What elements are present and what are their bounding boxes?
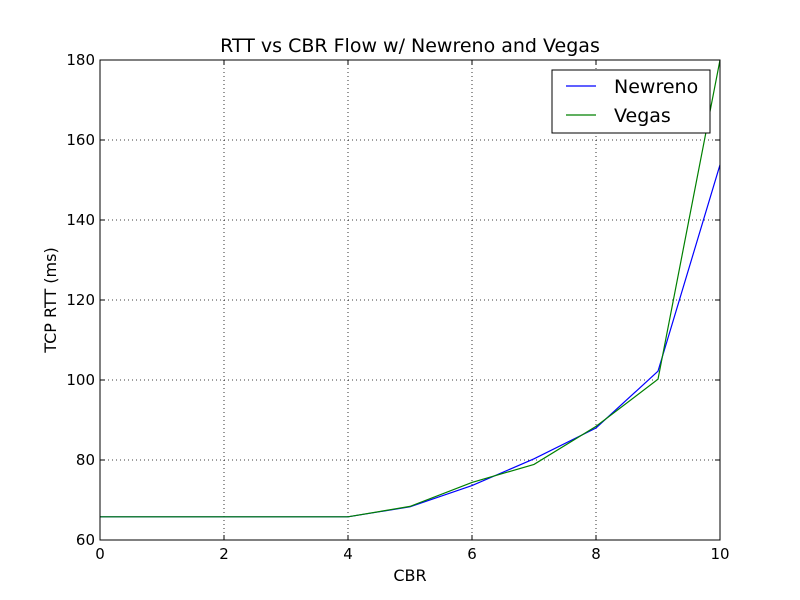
legend-label-newreno: Newreno (614, 76, 698, 98)
y-tick-label: 140 (66, 211, 95, 229)
x-tick-label: 10 (710, 545, 729, 563)
x-tick-label: 6 (467, 545, 477, 563)
y-axis-label: TCP RTT (ms) (41, 247, 60, 353)
y-tick-label: 80 (76, 451, 95, 469)
y-tick-label: 60 (76, 531, 95, 549)
series-line-newreno (100, 164, 721, 518)
axis-ticks: 0 2 4 6 8 10 60 80 100 120 140 160 180 (66, 51, 729, 563)
x-tick-label: 2 (219, 545, 229, 563)
series-layer (100, 59, 721, 518)
series-line-vegas (100, 59, 721, 518)
x-tick-label: 8 (591, 545, 601, 563)
legend: Newreno Vegas (551, 69, 711, 134)
y-tick-label: 120 (66, 291, 95, 309)
x-tick-label: 4 (343, 545, 353, 563)
legend-box (551, 69, 711, 134)
y-tick-label: 180 (66, 51, 95, 69)
x-tick-label: 0 (95, 545, 105, 563)
y-tick-label: 160 (66, 131, 95, 149)
chart-title: RTT vs CBR Flow w/ Newreno and Vegas (220, 35, 600, 57)
y-tick-label: 100 (66, 371, 95, 389)
x-axis-label: CBR (393, 566, 426, 585)
legend-label-vegas: Vegas (614, 105, 671, 127)
